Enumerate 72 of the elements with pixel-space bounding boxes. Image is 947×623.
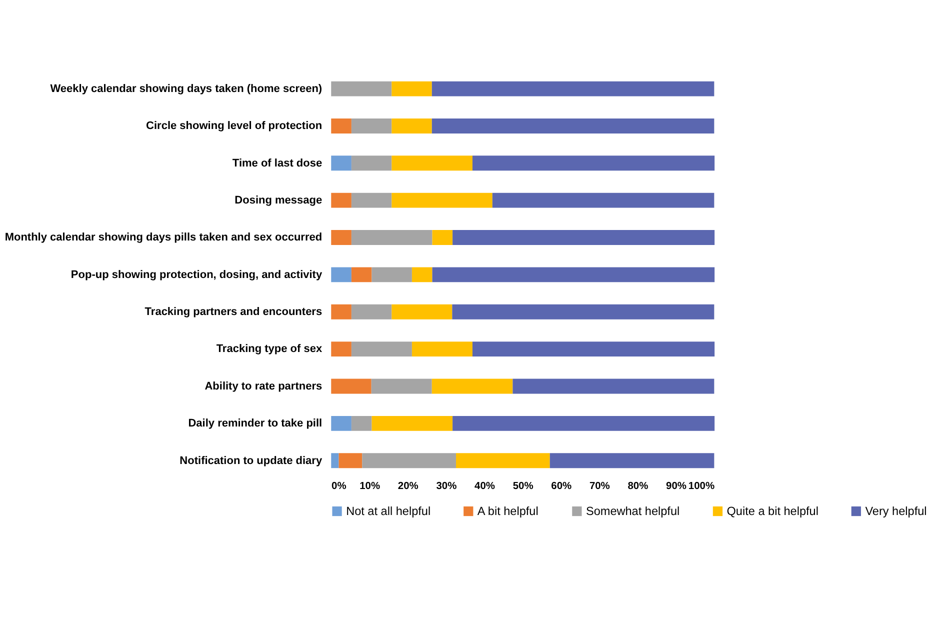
bar <box>331 453 339 468</box>
bar <box>371 378 432 394</box>
y-tick-label: Ability to rate partners <box>204 380 322 392</box>
y-tick-label: Circle showing level of protection <box>146 120 322 132</box>
bar <box>452 304 714 320</box>
bar <box>331 378 372 394</box>
bar <box>392 304 452 320</box>
bar <box>392 156 472 171</box>
bar <box>331 304 352 320</box>
bar <box>392 192 492 208</box>
bar <box>351 230 432 245</box>
bar <box>338 453 362 468</box>
bar <box>351 156 392 171</box>
x-tick-label: 80% <box>628 481 648 492</box>
bar <box>362 453 456 468</box>
bar <box>432 378 513 394</box>
bar <box>331 156 352 171</box>
x-tick-label: 60% <box>551 481 572 492</box>
bar <box>351 304 392 320</box>
legend-label: Quite a bit helpful <box>726 505 818 518</box>
bar <box>472 342 715 357</box>
x-tick-label: 90% <box>666 481 686 492</box>
bar <box>372 416 453 431</box>
bar <box>331 230 352 245</box>
bar <box>392 81 432 96</box>
bar <box>432 81 714 96</box>
y-tick-label: Dosing message <box>234 194 322 206</box>
y-tick-label: Pop-up showing protection, dosing, and activity <box>70 268 323 281</box>
bar <box>452 416 715 431</box>
bar <box>351 192 392 208</box>
bar <box>331 416 352 431</box>
bar <box>456 453 550 468</box>
bar <box>331 118 352 134</box>
y-tick-label: Tracking type of sex <box>216 343 323 356</box>
bar <box>372 267 412 282</box>
bar <box>351 118 392 134</box>
x-tick-label: 70% <box>589 481 610 492</box>
bar <box>331 81 392 96</box>
x-tick-label: 0% <box>332 481 346 492</box>
bar <box>351 416 372 431</box>
bar <box>412 267 432 282</box>
legend-label: Somewhat helpful <box>586 505 680 518</box>
bar <box>412 342 472 357</box>
bar <box>351 267 372 282</box>
x-tick-label: 10% <box>360 481 380 492</box>
legend-label: Very helpful <box>865 505 927 518</box>
y-tick-label: Time of last dose <box>232 157 322 170</box>
bar <box>512 378 714 394</box>
bar <box>351 342 412 357</box>
bar <box>432 118 714 134</box>
bar <box>432 267 715 282</box>
bar <box>452 230 715 245</box>
legend-label: A bit helpful <box>477 505 538 518</box>
bar <box>492 192 714 208</box>
y-tick-label: Tracking partners and encounters <box>144 306 322 318</box>
bar <box>331 192 352 208</box>
x-tick-label: 30% <box>436 481 457 492</box>
bar <box>432 230 453 245</box>
bar <box>472 156 715 171</box>
y-tick-label: Daily reminder to take pill <box>188 418 322 430</box>
legend-label: Not at all helpful <box>346 505 431 518</box>
x-tick-label: 100% <box>688 481 715 492</box>
bar <box>331 267 352 282</box>
bar <box>550 453 714 468</box>
x-tick-label: 20% <box>398 481 418 492</box>
bar <box>392 118 432 134</box>
y-tick-label: Notification to update diary <box>180 454 323 467</box>
y-tick-label: Monthly calendar showing days pills taken and sex occurred <box>4 232 322 244</box>
bar <box>331 342 352 357</box>
x-tick-label: 40% <box>474 481 495 492</box>
x-tick-label: 50% <box>512 481 534 492</box>
y-tick-label: Weekly calendar showing days taken (home screen) <box>50 82 322 95</box>
